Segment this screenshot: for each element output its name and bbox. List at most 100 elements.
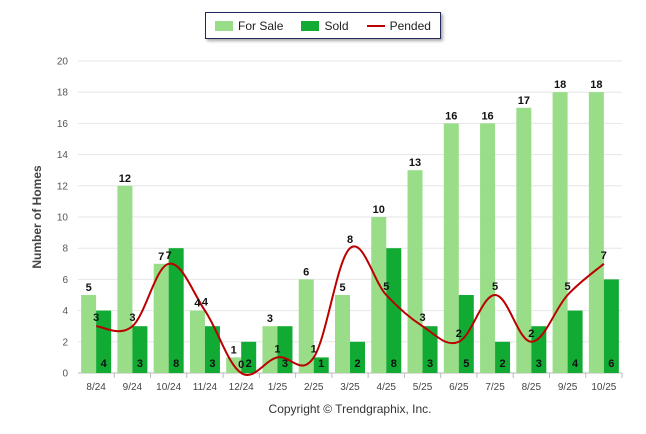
data-label-pended: 1 bbox=[274, 343, 280, 355]
data-label-sold: 3 bbox=[137, 358, 143, 370]
data-label-for-sale: 16 bbox=[481, 110, 493, 122]
y-tick-label: 6 bbox=[62, 275, 68, 286]
data-label-pended: 3 bbox=[419, 312, 425, 324]
data-label-sold: 3 bbox=[209, 358, 215, 370]
bar-for-sale bbox=[189, 310, 205, 373]
data-label-sold: 3 bbox=[282, 358, 288, 370]
copyright-text: Copyright © Trendgraphix, Inc. bbox=[268, 402, 432, 416]
bar-for-sale bbox=[407, 170, 423, 373]
legend-label-sold: Sold bbox=[324, 18, 349, 33]
y-axis-title: Number of Homes bbox=[30, 165, 44, 269]
x-tick-label: 9/24 bbox=[123, 382, 143, 393]
bar-for-sale bbox=[298, 279, 314, 373]
x-tick-label: 8/25 bbox=[522, 382, 542, 393]
bar-for-sale bbox=[117, 185, 133, 373]
x-tick-label: 2/25 bbox=[304, 382, 324, 393]
bar-sold bbox=[168, 248, 184, 373]
legend-swatch-for-sale bbox=[215, 20, 234, 31]
data-label-sold: 4 bbox=[101, 358, 108, 370]
x-tick-label: 1/25 bbox=[268, 382, 288, 393]
data-label-sold: 6 bbox=[608, 358, 614, 370]
bar-for-sale bbox=[153, 263, 169, 373]
bar-sold bbox=[204, 326, 220, 373]
bar-for-sale bbox=[480, 123, 496, 374]
y-tick-label: 2 bbox=[62, 337, 68, 348]
x-tick-label: 9/25 bbox=[558, 382, 578, 393]
data-label-pended: 3 bbox=[93, 312, 99, 324]
x-tick-label: 5/25 bbox=[413, 382, 433, 393]
bar-for-sale bbox=[262, 326, 278, 373]
y-tick-label: 10 bbox=[57, 213, 69, 224]
bar-sold bbox=[313, 357, 329, 373]
bar-for-sale bbox=[552, 92, 568, 373]
data-label-for-sale: 6 bbox=[303, 266, 309, 278]
bar-for-sale bbox=[81, 295, 97, 373]
legend-swatch-sold bbox=[301, 20, 320, 31]
bar-for-sale bbox=[516, 107, 532, 374]
data-label-sold: 2 bbox=[500, 358, 506, 370]
bar-for-sale bbox=[335, 295, 350, 373]
data-label-pended: 5 bbox=[492, 281, 498, 293]
bar-sold bbox=[603, 279, 619, 373]
x-tick-label: 6/25 bbox=[449, 382, 469, 393]
x-tick-label: 10/25 bbox=[591, 382, 616, 393]
data-label-pended: 7 bbox=[601, 250, 607, 262]
data-label-for-sale: 16 bbox=[445, 110, 457, 122]
x-tick-label: 7/25 bbox=[485, 382, 505, 393]
y-tick-label: 4 bbox=[62, 306, 68, 317]
data-label-pended: 5 bbox=[383, 281, 389, 293]
data-label-pended: 2 bbox=[456, 328, 462, 340]
data-label-sold: 5 bbox=[463, 358, 469, 370]
data-label-sold: 4 bbox=[572, 358, 579, 370]
data-label-for-sale: 4 bbox=[194, 298, 201, 310]
bar-sold bbox=[132, 326, 148, 373]
y-tick-label: 12 bbox=[57, 181, 69, 192]
bar-for-sale bbox=[588, 92, 604, 373]
data-label-for-sale: 13 bbox=[409, 157, 421, 169]
bar-sold bbox=[422, 326, 438, 373]
data-label-sold: 8 bbox=[391, 358, 397, 370]
y-tick-label: 14 bbox=[57, 150, 69, 161]
data-label-for-sale: 17 bbox=[518, 95, 530, 107]
data-label-pended: 7 bbox=[166, 250, 172, 262]
data-label-sold: 2 bbox=[246, 358, 252, 370]
data-label-pended: 1 bbox=[311, 343, 317, 355]
data-label-for-sale: 1 bbox=[231, 344, 237, 356]
data-label-sold: 3 bbox=[427, 358, 433, 370]
data-label-pended: 4 bbox=[202, 297, 209, 309]
bar-sold bbox=[277, 326, 293, 373]
x-tick-label: 11/24 bbox=[193, 382, 218, 393]
bar-sold bbox=[350, 341, 365, 373]
data-label-for-sale: 3 bbox=[267, 313, 273, 325]
bar-sold bbox=[241, 341, 257, 373]
data-label-sold: 1 bbox=[318, 358, 324, 370]
bar-for-sale bbox=[371, 217, 387, 373]
data-label-pended: 8 bbox=[347, 234, 353, 246]
bar-sold bbox=[386, 248, 402, 373]
chart-legend: For Sale Sold Pended bbox=[205, 12, 441, 39]
y-tick-label: 20 bbox=[57, 57, 69, 68]
legend-item-pended[interactable]: Pended bbox=[366, 19, 431, 33]
data-label-for-sale: 5 bbox=[339, 282, 345, 294]
data-label-for-sale: 12 bbox=[119, 173, 131, 185]
y-tick-label: 0 bbox=[62, 369, 68, 380]
data-label-pended: 3 bbox=[129, 312, 135, 324]
x-tick-label: 3/25 bbox=[340, 382, 360, 393]
data-label-sold: 2 bbox=[354, 358, 360, 370]
bar-for-sale bbox=[443, 123, 459, 374]
data-label-for-sale: 18 bbox=[554, 79, 566, 91]
bar-sold bbox=[531, 326, 547, 373]
legend-item-for-sale[interactable]: For Sale bbox=[215, 19, 283, 33]
bar-sold bbox=[567, 310, 583, 373]
data-label-for-sale: 7 bbox=[158, 251, 164, 263]
data-label-for-sale: 18 bbox=[590, 79, 602, 91]
x-tick-label: 8/24 bbox=[86, 382, 106, 393]
data-label-pended: 0 bbox=[238, 359, 244, 371]
data-label-for-sale: 10 bbox=[373, 204, 385, 216]
legend-item-sold[interactable]: Sold bbox=[301, 18, 349, 33]
x-tick-label: 10/24 bbox=[156, 382, 181, 393]
legend-label-for-sale: For Sale bbox=[238, 18, 284, 33]
data-label-pended: 5 bbox=[565, 281, 571, 293]
y-tick-label: 18 bbox=[57, 88, 69, 99]
